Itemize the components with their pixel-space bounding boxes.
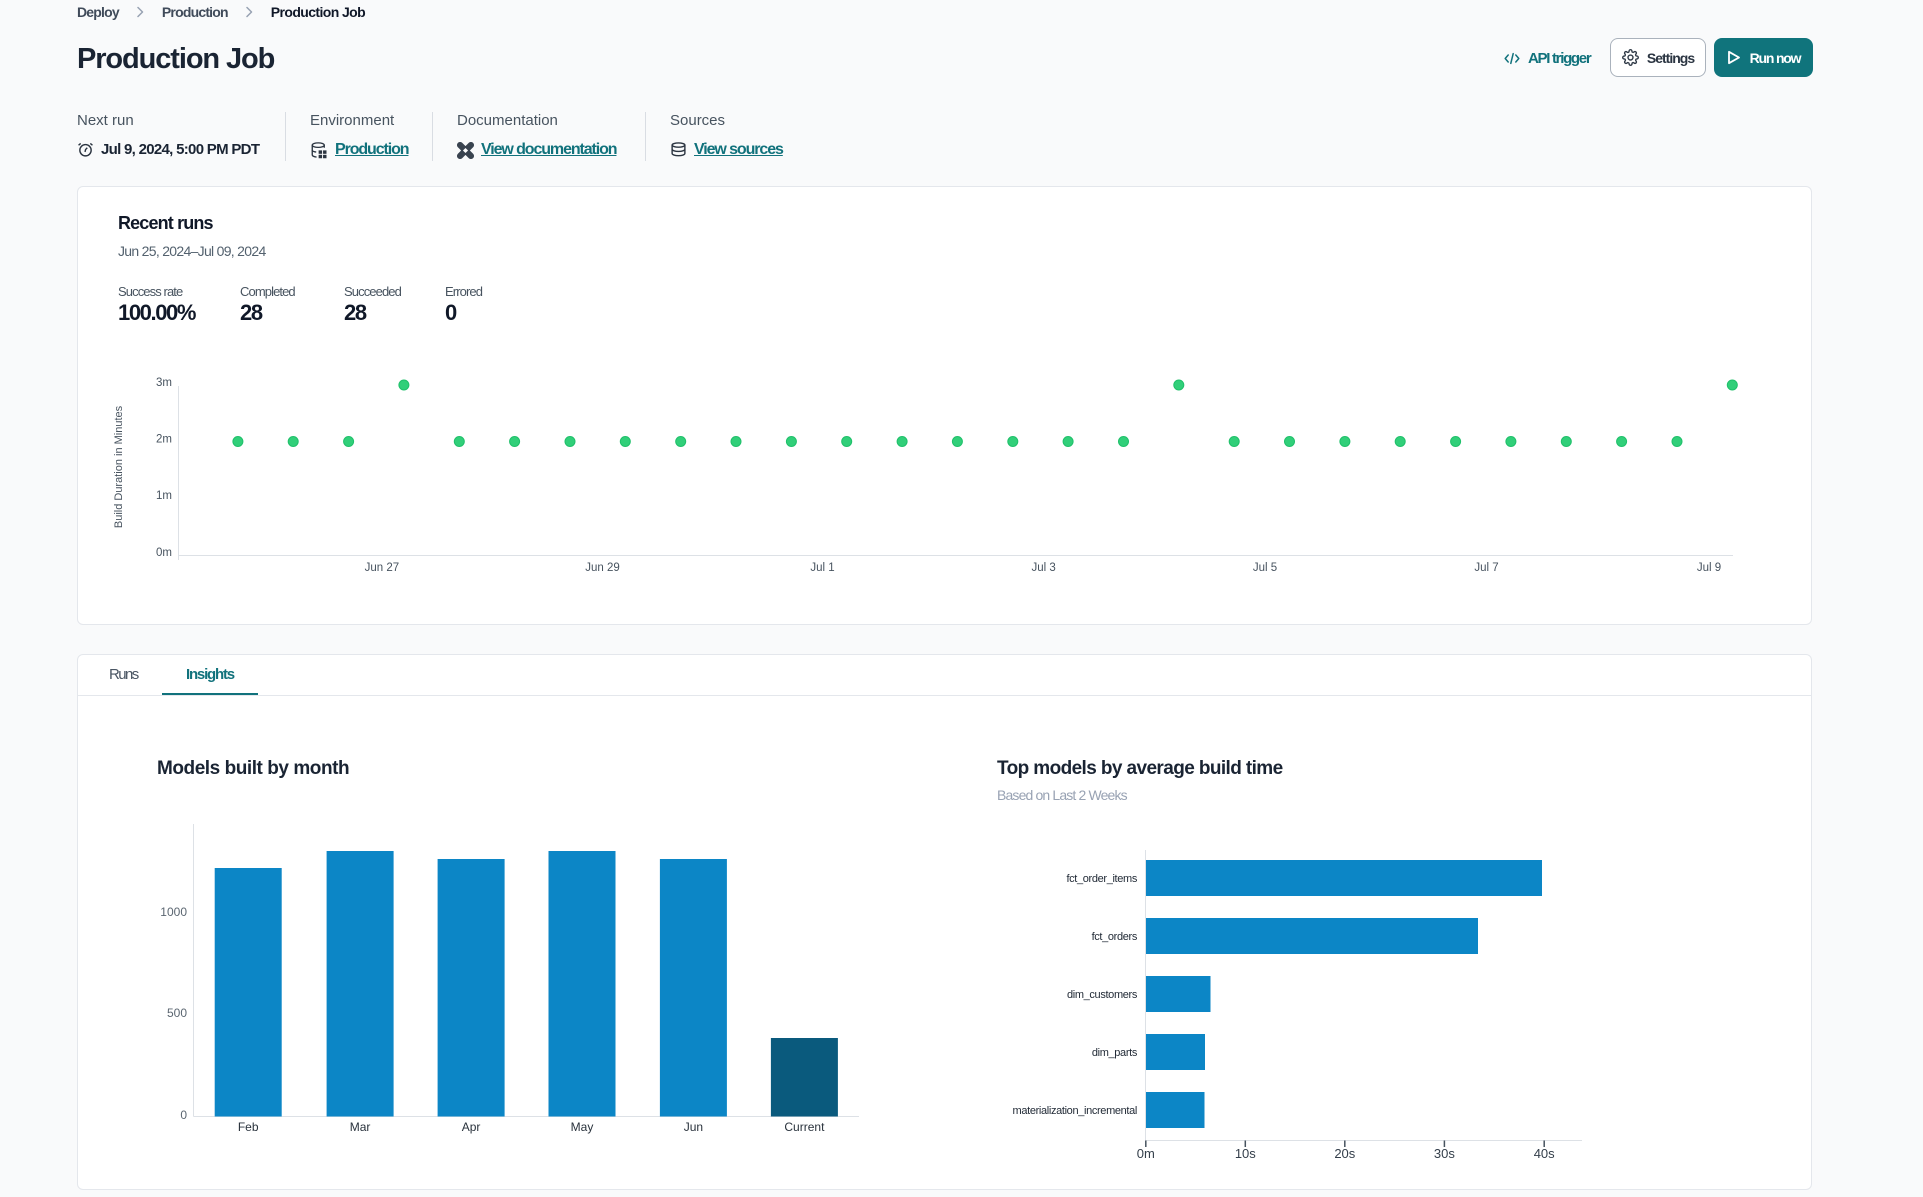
svg-text:1000: 1000: [160, 905, 187, 919]
svg-text:Mar: Mar: [350, 1120, 371, 1134]
svg-text:Build Duration in Minutes: Build Duration in Minutes: [113, 405, 125, 528]
svg-text:10s: 10s: [1235, 1146, 1256, 1161]
svg-text:0: 0: [180, 1108, 187, 1122]
svg-text:Jul 3: Jul 3: [1031, 562, 1055, 574]
svg-text:Current: Current: [784, 1120, 825, 1134]
svg-text:Apr: Apr: [462, 1120, 481, 1134]
svg-text:2m: 2m: [156, 434, 172, 446]
svg-text:Jul 1: Jul 1: [810, 562, 834, 574]
svg-text:Feb: Feb: [238, 1120, 259, 1134]
svg-text:Jun 27: Jun 27: [365, 562, 400, 574]
svg-text:dim_customers: dim_customers: [1067, 989, 1138, 1001]
svg-text:fct_orders: fct_orders: [1092, 931, 1138, 943]
svg-text:Jul 7: Jul 7: [1474, 562, 1498, 574]
svg-text:May: May: [571, 1120, 594, 1134]
svg-text:Jul 9: Jul 9: [1697, 562, 1721, 574]
svg-text:Jun: Jun: [684, 1120, 703, 1134]
svg-text:fct_order_items: fct_order_items: [1066, 873, 1137, 885]
svg-text:materialization_incremental: materialization_incremental: [1013, 1105, 1137, 1117]
svg-text:Jul 5: Jul 5: [1253, 562, 1277, 574]
svg-text:20s: 20s: [1334, 1146, 1355, 1161]
svg-text:dim_parts: dim_parts: [1092, 1047, 1138, 1059]
svg-text:0m: 0m: [156, 547, 172, 559]
svg-text:3m: 3m: [156, 377, 172, 389]
svg-text:Jun 29: Jun 29: [585, 562, 620, 574]
svg-text:0m: 0m: [1137, 1146, 1155, 1161]
svg-text:30s: 30s: [1434, 1146, 1455, 1161]
svg-text:500: 500: [167, 1006, 187, 1020]
svg-text:40s: 40s: [1534, 1146, 1555, 1161]
svg-text:1m: 1m: [156, 490, 172, 502]
